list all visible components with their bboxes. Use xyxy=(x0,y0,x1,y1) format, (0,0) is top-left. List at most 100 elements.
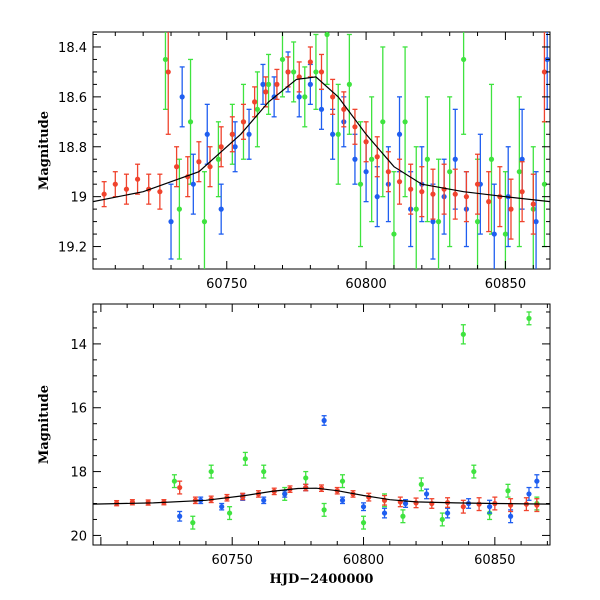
green-marker xyxy=(391,231,397,237)
green-point-1 xyxy=(176,158,182,260)
red-marker xyxy=(341,106,347,112)
green-point-12 xyxy=(313,33,319,110)
blue-marker xyxy=(363,169,369,175)
green-point-3 xyxy=(201,171,208,269)
green-marker xyxy=(162,56,169,63)
red-point-0 xyxy=(101,181,107,208)
red-point-18 xyxy=(296,61,302,93)
top-panel: 60750 60800 60850 18.4 18.6 18.8 19 19.2 Magnit… xyxy=(37,31,551,292)
blue-marker xyxy=(430,219,436,225)
green-marker xyxy=(265,81,272,87)
red-point-17 xyxy=(381,494,388,506)
green-marker xyxy=(261,468,267,475)
blue-marker xyxy=(339,497,346,503)
red-point-12 xyxy=(229,116,235,153)
blue-point-10 xyxy=(381,507,388,519)
red-marker xyxy=(519,189,525,195)
red-marker xyxy=(463,194,470,200)
red-point-23 xyxy=(352,108,358,145)
red-marker xyxy=(408,186,414,192)
blue-point-4 xyxy=(218,183,224,235)
green-marker xyxy=(324,32,330,38)
blue-point-4 xyxy=(261,496,267,505)
green-point-23 xyxy=(435,158,442,269)
blue-marker xyxy=(381,510,388,516)
red-marker xyxy=(452,191,458,197)
blue-marker xyxy=(508,513,514,519)
red-point-11 xyxy=(218,126,224,168)
green-point-1 xyxy=(190,515,196,530)
red-marker xyxy=(534,502,540,508)
green-point-27 xyxy=(488,83,495,235)
green-marker xyxy=(303,475,309,481)
red-marker xyxy=(460,504,466,510)
red-marker xyxy=(318,69,325,75)
green-marker xyxy=(346,81,352,87)
blue-marker xyxy=(452,156,458,162)
y-tick-label: 19 xyxy=(70,191,87,206)
blue-marker xyxy=(232,144,238,150)
red-point-1 xyxy=(112,171,118,198)
red-point-10 xyxy=(207,146,213,188)
red-marker xyxy=(252,99,258,105)
blue-marker xyxy=(168,219,174,225)
red-marker xyxy=(229,131,235,137)
red-point-19 xyxy=(307,46,313,78)
red-point-13 xyxy=(240,103,247,140)
blue-point-17 xyxy=(526,486,532,501)
green-point-4 xyxy=(215,121,221,198)
green-marker xyxy=(176,206,182,212)
green-marker xyxy=(439,516,445,523)
top-panel-frame xyxy=(92,31,551,270)
red-point-34 xyxy=(474,153,481,215)
x-tick-label: 60800 xyxy=(345,277,386,292)
red-point-19 xyxy=(413,497,419,509)
blue-marker xyxy=(533,219,539,225)
red-point-28 xyxy=(408,163,414,215)
blue-point-2 xyxy=(219,502,225,511)
red-marker xyxy=(530,201,536,207)
red-marker xyxy=(134,176,141,182)
red-point-24 xyxy=(363,121,369,163)
green-point-12 xyxy=(400,509,406,524)
red-marker xyxy=(218,144,224,150)
red-point-38 xyxy=(519,161,525,223)
y-tick-label: 19.2 xyxy=(58,241,87,256)
green-point-4 xyxy=(242,451,248,466)
red-marker xyxy=(486,199,492,205)
blue-point-18 xyxy=(534,474,540,489)
green-point-7 xyxy=(254,71,261,148)
red-point-9 xyxy=(196,141,202,183)
red-marker xyxy=(165,69,171,75)
green-marker xyxy=(488,156,495,162)
green-marker xyxy=(461,56,467,63)
blue-point-12 xyxy=(318,88,325,130)
green-marker xyxy=(541,181,548,187)
blue-marker xyxy=(177,513,183,519)
red-marker xyxy=(285,69,291,75)
blue-marker xyxy=(219,504,225,510)
green-point-11 xyxy=(302,66,308,128)
green-marker xyxy=(242,456,248,462)
green-marker xyxy=(302,94,308,100)
blue-marker xyxy=(179,94,185,100)
blue-marker xyxy=(218,206,224,212)
red-marker xyxy=(385,169,391,175)
model-curve xyxy=(93,76,550,203)
green-marker xyxy=(357,181,364,187)
red-marker xyxy=(296,74,302,80)
blue-marker xyxy=(402,500,409,507)
blue-marker xyxy=(534,478,540,484)
green-point-0 xyxy=(162,32,169,110)
top-panel-ticks: 60750 60800 60850 18.4 18.6 18.8 19 19.2 xyxy=(58,32,550,292)
green-point-22 xyxy=(424,96,430,223)
red-marker xyxy=(363,139,369,145)
blue-marker xyxy=(360,504,367,510)
bottom-panel-ticks: 60750 60800 60850 14 16 18 20 xyxy=(70,304,550,568)
blue-marker xyxy=(260,81,266,87)
bottom-panel-frame xyxy=(92,303,551,546)
green-point-15 xyxy=(346,33,352,135)
blue-marker xyxy=(423,491,430,497)
green-marker xyxy=(215,156,221,162)
